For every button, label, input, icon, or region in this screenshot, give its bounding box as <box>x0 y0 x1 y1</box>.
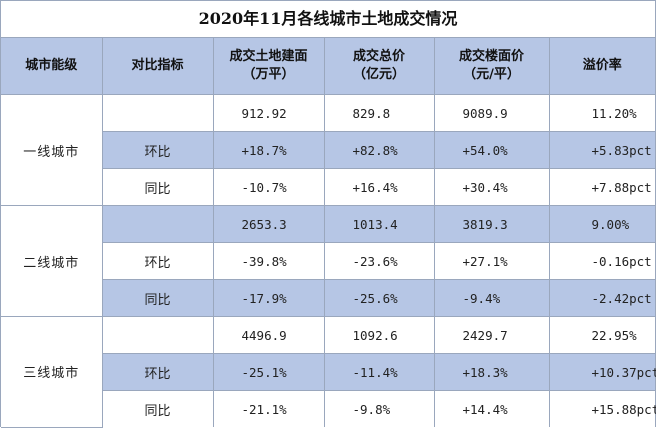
table-row: 一线城市 912.92 829.8 9089.9 11.20% <box>1 94 655 206</box>
premium-cell: +7.88pct <box>548 168 655 206</box>
floor-cell: +30.4% <box>433 168 550 206</box>
header-tier: 城市能级 <box>1 38 103 95</box>
total-cell: -9.8% <box>323 390 435 427</box>
metric-cell: 同比 <box>102 279 214 317</box>
metric-cell <box>101 205 214 243</box>
land-transaction-table: 城市能级 对比指标 成交土地建面 （万平） 成交总价 （亿元） 成交楼面价 （元… <box>1 38 656 428</box>
header-total: 成交总价 （亿元） <box>323 38 435 95</box>
header-floor-line2: （元/平） <box>463 67 520 82</box>
floor-cell: -9.4% <box>433 279 550 317</box>
floor-cell: 9089.9 <box>433 94 550 132</box>
header-area-line2: （万平） <box>242 67 295 82</box>
tier-cell: 二线城市 <box>1 205 103 317</box>
floor-cell: +18.3% <box>433 353 550 391</box>
table-title: 2020年11月各线城市土地成交情况 <box>1 1 655 38</box>
floor-cell: +27.1% <box>433 242 550 280</box>
premium-cell: +15.88pct <box>548 390 656 427</box>
premium-cell: +5.83pct <box>548 131 655 169</box>
total-cell: -11.4% <box>323 353 435 391</box>
total-cell: -25.6% <box>323 279 435 317</box>
floor-cell: 2429.7 <box>433 316 550 354</box>
table-row: 二线城市 2653.3 1013.4 3819.3 9.00% <box>1 205 655 317</box>
total-cell: +16.4% <box>323 168 435 206</box>
total-cell: +82.8% <box>323 131 435 169</box>
table-row: 同比 -21.1% -9.8% +14.4% +15.88pct <box>1 390 656 427</box>
premium-cell: 11.20% <box>548 94 655 132</box>
floor-cell: +14.4% <box>433 390 550 427</box>
premium-cell: +10.37pct <box>548 353 656 391</box>
header-premium: 溢价率 <box>548 38 655 95</box>
metric-cell: 环比 <box>102 242 214 280</box>
area-cell: -39.8% <box>212 242 325 280</box>
area-cell: 2653.3 <box>212 205 325 243</box>
metric-cell: 环比 <box>102 353 214 391</box>
total-cell: 1013.4 <box>323 205 435 243</box>
header-total-line1: 成交总价 <box>352 49 405 64</box>
metric-cell: 同比 <box>102 390 214 427</box>
header-metric: 对比指标 <box>101 38 214 95</box>
area-cell: -21.1% <box>212 390 325 427</box>
premium-cell: -0.16pct <box>548 242 655 280</box>
area-cell: 4496.9 <box>212 316 325 354</box>
header-area: 成交土地建面 （万平） <box>212 38 325 95</box>
header-area-line1: 成交土地建面 <box>229 49 308 64</box>
premium-cell: -2.42pct <box>548 279 655 317</box>
premium-cell: 22.95% <box>548 316 655 354</box>
table-row: 环比 -25.1% -11.4% +18.3% +10.37pct <box>1 353 656 391</box>
area-cell: 912.92 <box>212 94 325 132</box>
tier-cell: 三线城市 <box>1 316 103 428</box>
table-row: 三线城市 4496.9 1092.6 2429.7 22.95% <box>1 316 655 428</box>
table-row: 同比 -17.9% -25.6% -9.4% -2.42pct <box>1 279 655 317</box>
floor-cell: +54.0% <box>433 131 550 169</box>
header-floor-line1: 成交楼面价 <box>458 49 524 64</box>
premium-cell: 9.00% <box>548 205 655 243</box>
header-total-line2: （亿元） <box>352 67 405 82</box>
tier-cell: 一线城市 <box>1 94 103 206</box>
total-cell: 829.8 <box>323 94 435 132</box>
area-cell: -17.9% <box>212 279 325 317</box>
total-cell: 1092.6 <box>323 316 435 354</box>
metric-cell <box>101 316 214 354</box>
area-cell: -25.1% <box>212 353 325 391</box>
total-cell: -23.6% <box>323 242 435 280</box>
metric-cell <box>101 94 214 132</box>
header-floor: 成交楼面价 （元/平） <box>433 38 550 95</box>
header-row: 城市能级 对比指标 成交土地建面 （万平） 成交总价 （亿元） 成交楼面价 （元… <box>1 38 655 95</box>
area-cell: +18.7% <box>212 131 325 169</box>
metric-cell: 同比 <box>102 168 214 206</box>
area-cell: -10.7% <box>212 168 325 206</box>
floor-cell: 3819.3 <box>433 205 550 243</box>
metric-cell: 环比 <box>102 131 214 169</box>
